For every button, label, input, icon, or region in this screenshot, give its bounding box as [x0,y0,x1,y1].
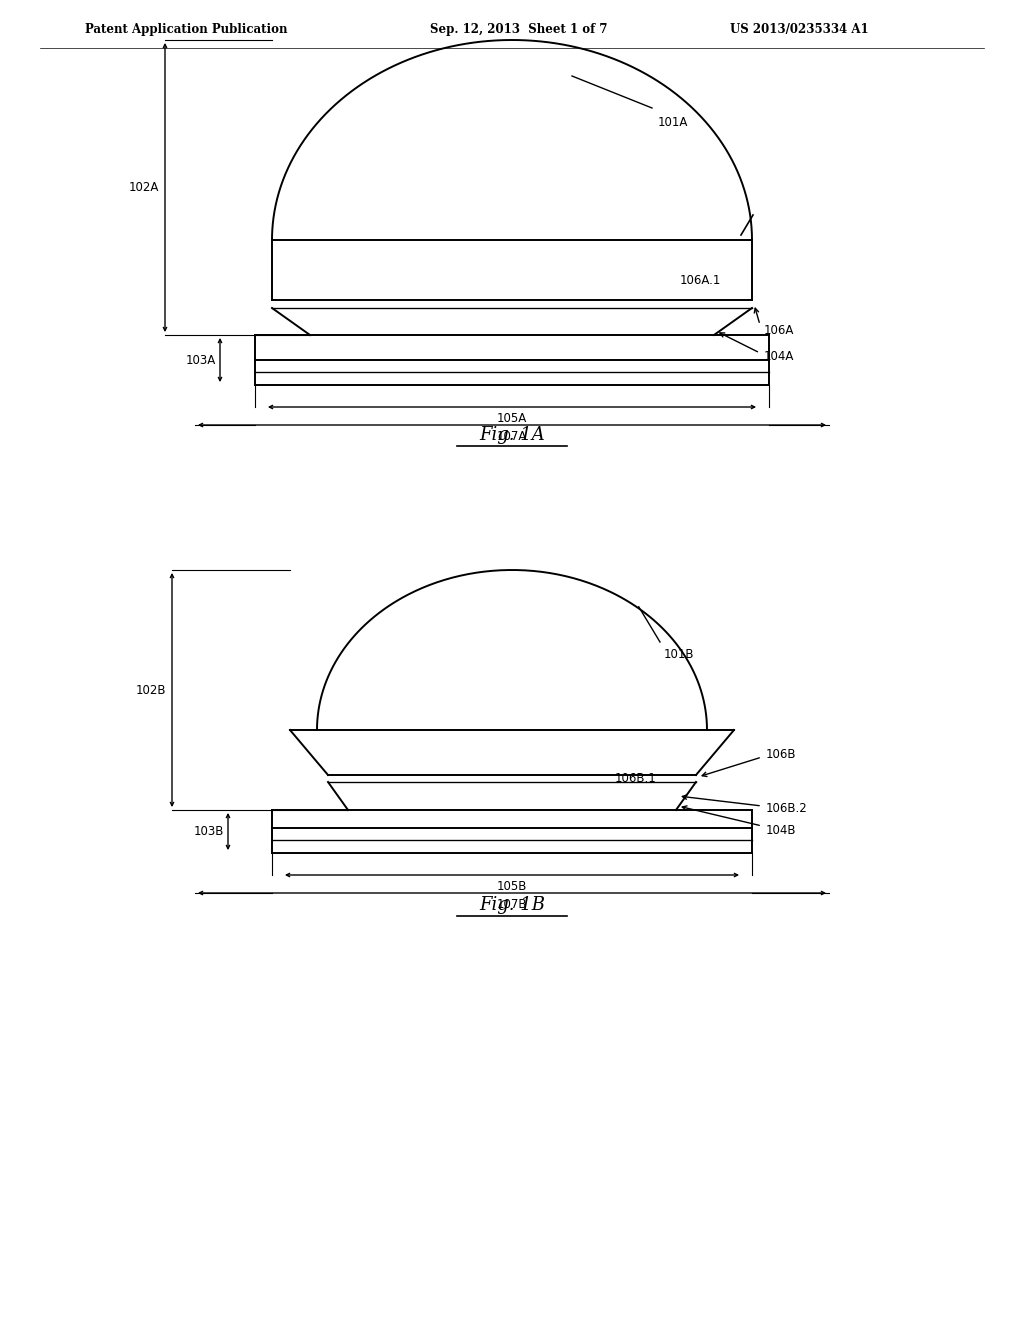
Text: 106B: 106B [766,748,797,762]
Text: Fig. 1B: Fig. 1B [479,896,545,913]
Text: 102B: 102B [135,684,166,697]
Text: US 2013/0235334 A1: US 2013/0235334 A1 [730,24,868,37]
Text: 107A: 107A [497,430,527,444]
Text: 102A: 102A [129,181,159,194]
Text: 104A: 104A [764,351,795,363]
Text: 106B.2: 106B.2 [766,801,808,814]
Text: 106B.1: 106B.1 [615,772,656,785]
Text: 106A: 106A [764,323,795,337]
Text: 101B: 101B [664,648,694,661]
Text: 103A: 103A [185,354,216,367]
Text: Sep. 12, 2013  Sheet 1 of 7: Sep. 12, 2013 Sheet 1 of 7 [430,24,607,37]
Text: 103B: 103B [194,825,224,838]
Text: 105B: 105B [497,880,527,894]
Text: 107B: 107B [497,898,527,911]
Text: Fig. 1A: Fig. 1A [479,426,545,444]
Text: 105A: 105A [497,412,527,425]
Text: 104B: 104B [766,824,797,837]
Text: Patent Application Publication: Patent Application Publication [85,24,288,37]
Text: 101A: 101A [658,116,688,129]
Text: 106A.1: 106A.1 [680,273,721,286]
